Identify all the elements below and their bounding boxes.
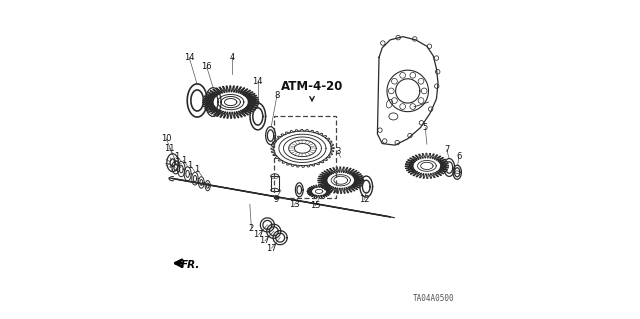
Text: ATM-4-20: ATM-4-20 xyxy=(281,80,343,93)
Text: 14: 14 xyxy=(253,77,263,86)
Text: 13: 13 xyxy=(289,200,300,209)
Text: 10: 10 xyxy=(161,134,172,143)
Text: 5: 5 xyxy=(422,123,428,132)
Text: 7: 7 xyxy=(444,145,449,154)
Text: 11: 11 xyxy=(164,144,175,152)
Text: 9: 9 xyxy=(273,195,278,204)
Text: 1: 1 xyxy=(175,152,180,161)
Text: 6: 6 xyxy=(456,152,461,161)
Text: 1: 1 xyxy=(195,165,200,174)
Text: 12: 12 xyxy=(360,195,370,204)
Text: 14: 14 xyxy=(184,53,195,62)
Text: 17: 17 xyxy=(253,230,264,239)
Text: 16: 16 xyxy=(202,63,212,71)
Text: 1: 1 xyxy=(181,156,186,165)
Text: 1: 1 xyxy=(188,161,193,170)
Text: 2: 2 xyxy=(249,224,254,233)
Text: 17: 17 xyxy=(259,236,270,245)
Text: 3: 3 xyxy=(335,147,340,156)
Text: TA04A0500: TA04A0500 xyxy=(412,294,454,303)
Text: 17: 17 xyxy=(266,244,277,253)
Text: FR.: FR. xyxy=(181,260,200,270)
Bar xyxy=(271,176,278,191)
Text: 15: 15 xyxy=(310,201,321,210)
Text: 8: 8 xyxy=(275,91,280,100)
Text: 4: 4 xyxy=(230,53,235,62)
